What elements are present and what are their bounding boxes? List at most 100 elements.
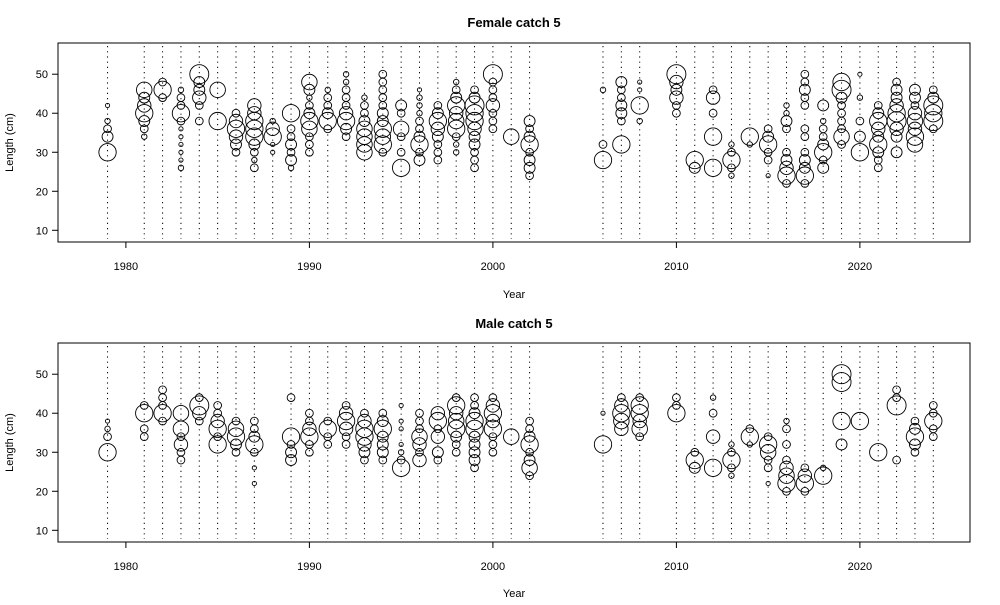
bubble-2002-34 — [523, 130, 536, 143]
bubble-2017-24 — [797, 468, 813, 483]
bubble-2000-50 — [482, 64, 503, 85]
bubble-1985-40 — [213, 408, 222, 418]
bubble-1987-32 — [248, 138, 261, 151]
bubble-1990-38 — [305, 416, 314, 426]
bubble-1990-40 — [305, 408, 314, 418]
bubble-2002-38 — [523, 115, 536, 127]
bubble-2022-46 — [892, 385, 901, 395]
bubble-1983-44 — [176, 93, 186, 102]
bubble-2017-28 — [798, 154, 811, 166]
bubble-1988-32 — [270, 141, 276, 148]
bubble-1998-34 — [450, 430, 463, 443]
bubble-1986-30 — [231, 447, 241, 457]
x-tick-label-2010: 2010 — [664, 561, 688, 573]
bubble-1999-32 — [468, 438, 481, 451]
bubble-1985-32 — [208, 435, 227, 454]
bubble-1981-36 — [139, 124, 149, 134]
bubble-1979-30 — [98, 143, 117, 162]
bubble-1987-32 — [245, 435, 264, 454]
bubble-1999-44 — [470, 393, 479, 402]
bubble-2012-34 — [703, 127, 723, 146]
bubble-2023-46 — [909, 83, 921, 96]
bubble-1992-38 — [336, 111, 356, 131]
bubble-1996-42 — [416, 102, 423, 109]
bubble-2015-36 — [763, 124, 773, 134]
bubble-1998-38 — [447, 412, 465, 430]
bubble-1995-28 — [396, 455, 406, 465]
chart-panel-2: Male catch 5 1980 1990 2000 2010 2020 10 20 30 40… — [4, 316, 971, 600]
y-tick-label-10: 10 — [36, 225, 48, 237]
bubble-1984-50 — [189, 64, 210, 85]
bubble-2021-26 — [873, 163, 883, 173]
chart-title: Male catch 5 — [475, 316, 552, 331]
y-tick-label-30: 30 — [36, 447, 48, 459]
bubble-2024-44 — [927, 91, 940, 104]
bubble-2010-42 — [672, 101, 681, 110]
bubble-2017-42 — [800, 101, 810, 110]
bubble-1991-36 — [318, 419, 337, 438]
bubble-2015-34 — [763, 432, 773, 441]
bubble-2024-38 — [924, 411, 943, 431]
bubble-1986-38 — [231, 416, 241, 426]
bubble-1984-42 — [194, 101, 204, 110]
bubble-2012-44 — [709, 394, 717, 401]
bubble-2016-36 — [782, 124, 791, 134]
bubble-1981-34 — [139, 432, 149, 441]
bubble-2022-40 — [887, 104, 906, 123]
bubble-1996-30 — [415, 447, 424, 457]
bubble-2002-36 — [525, 124, 534, 134]
bubble-2016-40 — [783, 110, 790, 117]
bubble-2020-38 — [855, 116, 865, 126]
bubble-2017-50 — [800, 69, 810, 79]
bubble-1993-36 — [355, 419, 374, 438]
bubble-1981-46 — [136, 81, 153, 99]
bubble-2013-28 — [722, 150, 741, 170]
bubble-2002-34 — [523, 430, 536, 443]
y-axis-label: Length (cm) — [4, 113, 16, 172]
bubble-1984-42 — [189, 395, 210, 416]
bubble-1997-30 — [431, 446, 444, 459]
bubble-2021-38 — [869, 111, 888, 131]
bubble-2000-44 — [488, 93, 498, 102]
bubble-2016-32 — [782, 440, 791, 449]
bubble-1995-42 — [395, 99, 408, 112]
bubble-1996-40 — [416, 110, 423, 117]
bubble-2002-26 — [521, 459, 538, 477]
bubble-1996-34 — [413, 130, 426, 143]
bubble-1994-38 — [376, 415, 389, 427]
x-axis-label: Year — [503, 588, 526, 600]
bubble-1995-36 — [398, 426, 404, 432]
bubble-1996-32 — [412, 437, 427, 452]
bubble-1994-46 — [378, 85, 388, 95]
x-tick-label-1980: 1980 — [114, 561, 138, 573]
bubble-2007-40 — [612, 404, 631, 423]
bubble-1991-38 — [318, 111, 337, 131]
bubble-2022-34 — [890, 130, 903, 143]
bubble-1988-30 — [270, 149, 276, 155]
bubble-1990-40 — [303, 107, 316, 120]
bubble-2022-38 — [886, 111, 907, 131]
bubble-1996-28 — [412, 452, 427, 468]
bubble-2016-26 — [779, 160, 794, 176]
bubble-2017-46 — [798, 83, 811, 96]
bubble-1989-34 — [281, 427, 301, 446]
bubble-1987-30 — [250, 147, 259, 157]
bubble-1983-32 — [173, 437, 189, 452]
bubble-1996-46 — [416, 87, 423, 93]
bubble-2010-40 — [667, 404, 686, 423]
bubble-1999-38 — [465, 111, 484, 131]
bubble-2023-40 — [907, 106, 923, 121]
bubble-2016-42 — [783, 102, 790, 109]
bubble-2015-30 — [759, 444, 777, 461]
bubble-2018-26 — [820, 464, 827, 472]
bubble-1997-38 — [428, 111, 447, 131]
bubble-2023-34 — [905, 427, 925, 446]
bubble-2000-40 — [488, 108, 498, 118]
bubble-2023-44 — [909, 91, 921, 104]
bubble-1993-40 — [360, 408, 369, 418]
x-axis-label: Year — [503, 289, 526, 301]
bubble-1987-26 — [250, 163, 259, 173]
bubble-1993-38 — [357, 413, 372, 429]
bubble-1994-36 — [373, 119, 392, 138]
bubble-1994-50 — [378, 69, 388, 79]
